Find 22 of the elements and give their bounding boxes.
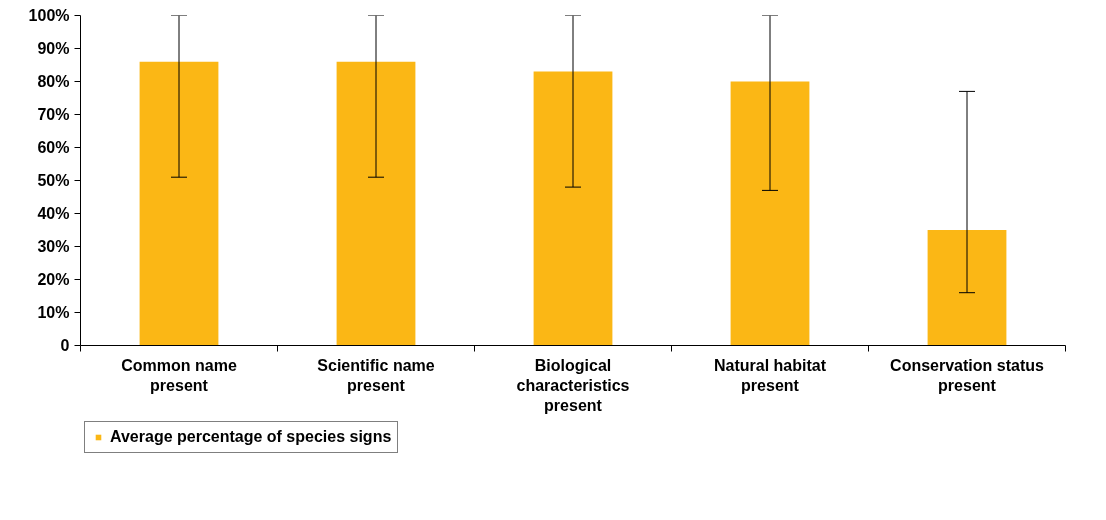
y-tick-label: 0 <box>60 337 70 354</box>
bar <box>139 61 219 346</box>
y-tick-label: 20% <box>37 271 70 288</box>
legend-label: Average percentage of species signs <box>110 428 392 446</box>
y-tick-label: 30% <box>37 238 70 255</box>
y-tick-label: 70% <box>37 106 70 123</box>
x-tick-label: Biological characteristics present <box>516 356 630 415</box>
y-tick-label: 90% <box>37 40 70 57</box>
y-tick-label: 60% <box>37 139 70 156</box>
bar <box>533 71 613 346</box>
y-tick-label: 50% <box>37 172 70 189</box>
y-tick-label: 100% <box>28 7 70 24</box>
x-tick-label: Natural habitat present <box>713 356 827 394</box>
x-tick-label: Conservation status present <box>890 356 1045 394</box>
x-tick-label: Common name present <box>121 356 237 394</box>
x-tick-label: Scientific name present <box>317 356 435 394</box>
y-tick-label: 10% <box>37 304 70 321</box>
bar <box>336 61 416 346</box>
y-tick-label: 40% <box>37 205 70 222</box>
bar <box>730 81 810 346</box>
bar <box>927 230 1007 346</box>
y-tick-label: 80% <box>37 73 70 90</box>
